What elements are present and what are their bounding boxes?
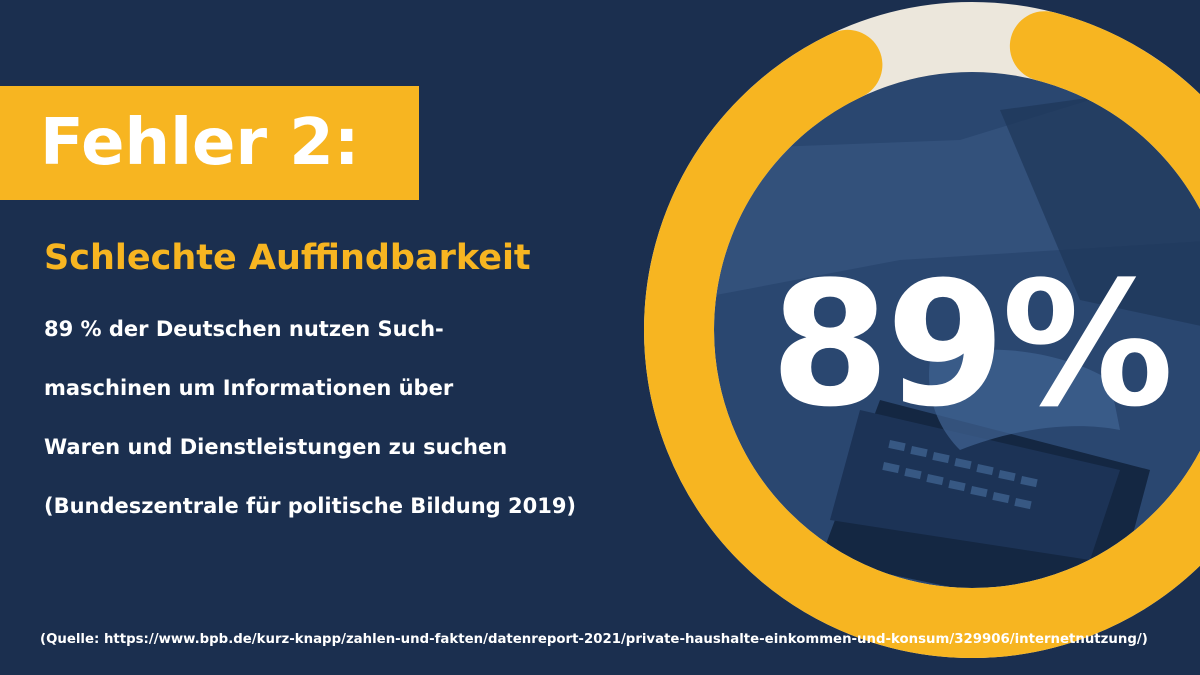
body-text: 89 % der Deutschen nutzen Such- maschine…: [44, 300, 644, 536]
ring-progress: [644, 2, 1200, 658]
title-band: [0, 86, 419, 200]
body-line: (Bundeszentrale für politische Bildung 2…: [44, 494, 577, 518]
body-line: Waren und Dienstleistungen zu suchen: [44, 435, 508, 459]
big-percentage: 89%: [770, 244, 1174, 445]
slide-title: Fehler 2:: [40, 106, 360, 180]
body-line: maschinen um Informationen über: [44, 376, 454, 400]
source-footnote: (Quelle: https://www.bpb.de/kurz-knapp/z…: [40, 632, 1148, 647]
slide-subtitle: Schlechte Auffindbarkeit: [44, 238, 531, 278]
body-line: 89 % der Deutschen nutzen Such-: [44, 317, 444, 341]
